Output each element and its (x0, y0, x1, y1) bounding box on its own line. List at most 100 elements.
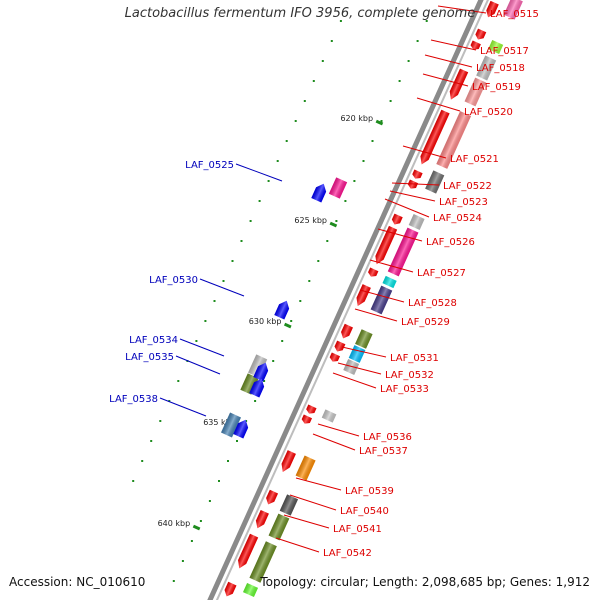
reverse-gene-arrow-shade (420, 109, 450, 165)
reverse-gene-arrow[interactable] (469, 40, 481, 52)
forward-gene-arrow[interactable] (274, 299, 291, 320)
cog-feature-shade (242, 582, 259, 598)
reverse-gene-arrow-shade (238, 533, 259, 569)
gene-label[interactable]: LAF_0532 (385, 370, 434, 381)
gene-label[interactable]: LAF_0521 (450, 154, 499, 165)
track-dot (177, 380, 180, 382)
track-dot (168, 400, 171, 402)
reverse-gene-arrow[interactable] (407, 179, 419, 191)
label-leader-line (384, 198, 430, 218)
ruler-tick-label: 640 kbp (158, 519, 191, 528)
track-dot (195, 340, 198, 342)
gene-label[interactable]: LAF_0515 (490, 9, 539, 20)
map-title: Lactobacillus fermentum IFO 3956, comple… (124, 6, 476, 21)
reverse-gene-arrow[interactable] (411, 169, 423, 181)
reverse-gene-arrow[interactable] (301, 414, 313, 426)
reverse-gene-arrow[interactable] (279, 450, 296, 474)
reverse-gene-arrow[interactable] (354, 284, 371, 308)
reverse-gene-arrow-shade (334, 340, 346, 352)
forward-gene-arrow[interactable] (249, 377, 266, 398)
cog-feature-box (436, 111, 472, 169)
gene-label[interactable]: LAF_0517 (480, 46, 529, 57)
track-dot (321, 60, 324, 62)
gene-label[interactable]: LAF_0536 (363, 432, 412, 443)
track-dot (294, 120, 297, 122)
reverse-gene-arrow[interactable] (329, 352, 341, 364)
label-leader-line (341, 346, 387, 358)
track-dot (312, 80, 315, 82)
cog-feature-box (503, 0, 523, 20)
gene-label[interactable]: LAF_0529 (401, 317, 450, 328)
gene-label[interactable]: LAF_0518 (476, 63, 525, 74)
gene-label[interactable]: LAF_0539 (345, 486, 394, 497)
gene-label[interactable]: LAF_0542 (323, 548, 372, 559)
track-dot (204, 320, 207, 322)
reverse-gene-arrow[interactable] (484, 0, 499, 19)
gene-label[interactable]: LAF_0538 (109, 394, 158, 405)
gene-arrows (223, 0, 499, 598)
gene-label[interactable]: LAF_0523 (439, 197, 488, 208)
gene-label[interactable]: LAF_0540 (340, 506, 389, 517)
gene-label[interactable]: LAF_0520 (464, 107, 513, 118)
reverse-gene-arrow[interactable] (367, 267, 379, 279)
gene-label[interactable]: LAF_0530 (149, 275, 198, 286)
label-leader-line (332, 372, 377, 389)
reverse-gene-arrow-shade (224, 581, 237, 597)
reverse-gene-arrow[interactable] (264, 489, 279, 506)
gene-label[interactable]: LAF_0527 (417, 268, 466, 279)
cog-feature-box (242, 582, 259, 598)
gene-label[interactable]: LAF_0528 (408, 298, 457, 309)
forward-gene-arrow[interactable] (253, 361, 270, 382)
track-dot (326, 240, 329, 242)
gene-label[interactable]: LAF_0526 (426, 237, 475, 248)
reverse-gene-arrow[interactable] (223, 581, 237, 598)
gene-label[interactable]: LAF_0534 (129, 335, 178, 346)
reverse-gene-arrow[interactable] (305, 404, 317, 416)
gene-label[interactable]: LAF_0533 (380, 384, 429, 395)
cog-feature-box (355, 329, 373, 349)
gene-label[interactable]: LAF_0522 (443, 181, 492, 192)
reverse-gene-arrow[interactable] (418, 109, 450, 167)
reverse-gene-arrow[interactable] (474, 28, 487, 42)
reverse-gene-arrow[interactable] (339, 323, 353, 340)
reverse-gene-arrow[interactable] (235, 533, 259, 571)
gene-label[interactable]: LAF_0531 (390, 353, 439, 364)
forward-gene-arrow[interactable] (311, 182, 328, 203)
track-dot (172, 580, 175, 582)
reverse-gene-arrow[interactable] (333, 340, 346, 354)
track-dot (208, 500, 211, 502)
reverse-gene-arrow-shade (266, 489, 279, 505)
track-dot (213, 300, 216, 302)
reverse-gene-arrow[interactable] (390, 213, 403, 227)
gene-label[interactable]: LAF_0535 (125, 352, 174, 363)
gene-label[interactable]: LAF_0537 (359, 446, 408, 457)
cog-feature-box (425, 170, 445, 194)
cog-feature-shade (355, 329, 373, 349)
cog-feature-shade (476, 55, 497, 81)
gene-label[interactable]: LAF_0525 (185, 160, 234, 171)
track-dot (272, 360, 275, 362)
track-dot (317, 260, 320, 262)
track-dot (267, 180, 270, 182)
reverse-gene-arrow-shade (281, 450, 296, 473)
gene-label[interactable]: LAF_0541 (333, 524, 382, 535)
track-dot (218, 480, 220, 482)
label-leader-line (424, 54, 473, 68)
reverse-gene-arrow[interactable] (253, 509, 269, 530)
track-dot (222, 280, 225, 282)
reverse-gene-arrow-shade (486, 0, 499, 18)
cog-feature-shade (240, 373, 259, 395)
track-dot (263, 380, 266, 382)
cog-feature-box (268, 513, 290, 541)
label-leader-line (422, 73, 469, 87)
reverse-gene-arrow-shade (329, 352, 341, 362)
cog-feature-shade (348, 345, 366, 363)
forward-gene-arrow[interactable] (233, 418, 250, 439)
gene-label[interactable]: LAF_0524 (433, 213, 482, 224)
label-leader-line (199, 278, 245, 297)
track-dot (181, 560, 184, 562)
cog-feature-box (408, 214, 425, 230)
reverse-gene-arrow[interactable] (372, 225, 398, 266)
gene-label[interactable]: LAF_0519 (472, 82, 521, 93)
